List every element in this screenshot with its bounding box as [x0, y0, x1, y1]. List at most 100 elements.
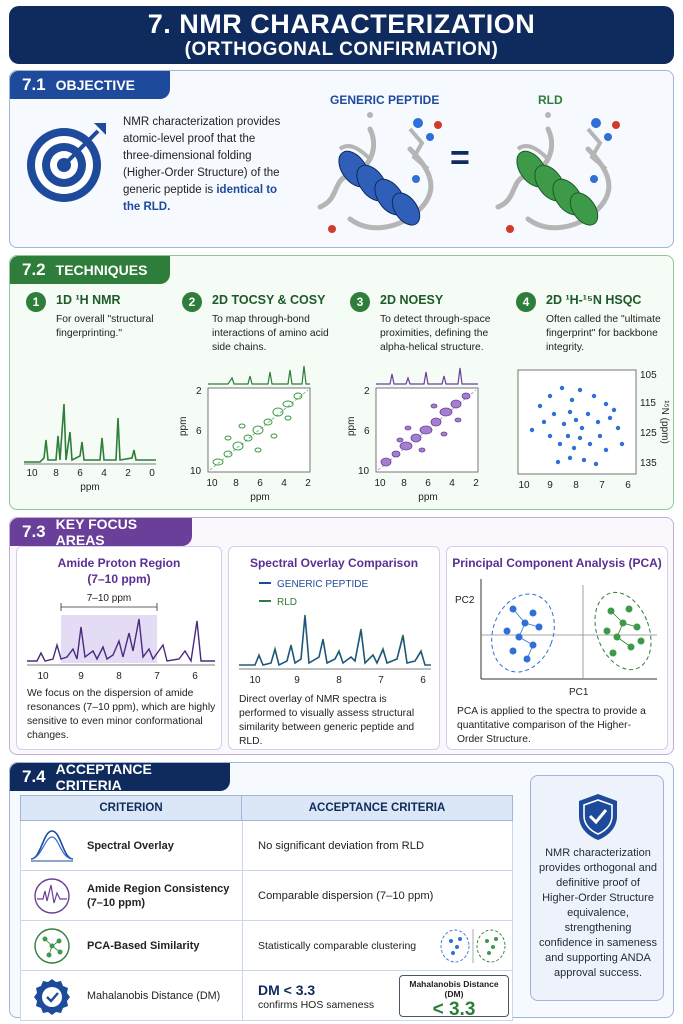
technique-title: 2D NOESY: [380, 293, 444, 307]
section-heading: TECHNIQUES: [55, 262, 148, 278]
criterion-label: PCA-Based Similarity: [87, 940, 200, 952]
card-description: Direct overlay of NMR spectra is perform…: [239, 694, 415, 747]
table-row: Mahalanobis Distance (DM) DM < 3.3 confi…: [20, 971, 513, 1021]
technique-desc: To map through-bond interactions of amin…: [212, 314, 329, 353]
overlay-spectrum: 10 9 8 7 6: [239, 614, 431, 686]
technique-number: 3: [350, 292, 370, 312]
tick-label: 4: [101, 468, 107, 479]
pca-x-label: PC1: [569, 687, 589, 698]
page-header: 7. NMR CHARACTERIZATION (ORTHOGONAL CONF…: [9, 6, 674, 64]
pca-plot: PC2 PC1: [455, 579, 657, 698]
technique-desc: Often called the "ultimate fingerprint" …: [546, 314, 661, 353]
tick-label: 10: [249, 675, 261, 686]
technique-number: 2: [182, 292, 202, 312]
objective-tag: 7.1 OBJECTIVE: [10, 71, 170, 99]
range-label: 7–10 ppm: [87, 593, 131, 604]
conclusion-text: NMR characterization provides orthogonal…: [538, 847, 658, 979]
criterion-label: Mahalanobis Distance (DM): [87, 990, 221, 1002]
axis-label: ¹⁵N (ppm): [659, 400, 670, 444]
section-number: 7.3: [22, 522, 46, 541]
tick-label: 8: [336, 675, 342, 686]
section-number: 7.4: [22, 767, 46, 786]
card-description: We focus on the dispersion of amide reso…: [27, 688, 216, 741]
tick-label: 8: [53, 468, 59, 479]
tick-label: 8: [573, 480, 579, 491]
axis-label: ppm: [80, 482, 99, 493]
techniques-section: 7.2 TECHNIQUES 1 1D ¹H NMR For overall "…: [9, 255, 674, 510]
tick-label: 6: [196, 426, 202, 437]
legend-generic: GENERIC PEPTIDE: [277, 579, 368, 590]
1d-h-nmr-spectrum: 10 8 6 4 2 0 ppm: [24, 403, 156, 493]
technique-title: 2D ¹H-¹⁵N HSQC: [546, 293, 642, 307]
axis-label: ppm: [250, 492, 269, 503]
bell-curve-icon: [30, 830, 74, 862]
dm-box-label: Mahalanobis Distance (DM): [409, 979, 499, 999]
tick-label: 7: [599, 480, 605, 491]
tick-label: 2: [196, 386, 202, 397]
legend-rld: RLD: [277, 597, 297, 608]
technique-title: 1D ¹H NMR: [56, 293, 121, 307]
tick-label: 10: [206, 478, 218, 489]
pca-card: Principal Component Analysis (PCA): [446, 546, 668, 750]
focus-tag: 7.3 KEY FOCUS AREAS: [10, 516, 192, 548]
section-number: 7.2: [22, 260, 46, 279]
rld-structure: [495, 112, 620, 233]
section-heading: ACCEPTANCE CRITERIA: [55, 761, 152, 793]
axis-label: ppm: [418, 492, 437, 503]
spectrum-circle-icon: [34, 878, 70, 914]
tick-label: 2: [305, 478, 311, 489]
tick-label: 6: [364, 426, 370, 437]
technique-number: 4: [516, 292, 536, 312]
tick-label: 10: [358, 466, 370, 477]
tick-label: 0: [149, 468, 155, 479]
tick-label: 6: [77, 468, 83, 479]
pca-cluster-icon: [34, 928, 70, 964]
column-header-acceptance: ACCEPTANCE CRITERIA: [241, 795, 513, 821]
objective-highlight: identical to the RLD.: [123, 184, 278, 213]
objective-text: NMR characterization provides atomic-lev…: [123, 116, 281, 213]
tick-label: 115: [640, 398, 656, 409]
tick-label: 105: [640, 370, 657, 381]
tick-label: 4: [281, 478, 287, 489]
table-row: Spectral Overlay No significant deviatio…: [20, 821, 513, 871]
2d-hsqc-spectrum: 105 115 125 135 ¹⁵N (ppm) 10 9 8 7 6: [517, 369, 670, 491]
dm-note: confirms HOS sameness: [258, 998, 375, 1011]
tick-label: 9: [547, 480, 553, 491]
page-title: 7. NMR CHARACTERIZATION: [147, 9, 536, 39]
acceptance-value: Statistically comparable clustering: [258, 940, 417, 952]
tick-label: 7: [154, 671, 160, 682]
mini-pca-icon: [440, 929, 506, 963]
tick-label: 2: [473, 478, 479, 489]
amide-region-spectrum: 7–10 ppm 10 9 8 7 6: [27, 593, 215, 682]
tick-label: 9: [294, 675, 300, 686]
criterion-label: Spectral Overlay: [87, 840, 174, 852]
equals-sign: =: [450, 139, 470, 177]
tick-label: 135: [640, 458, 657, 469]
tick-label: 8: [116, 671, 122, 682]
pca-y-label: PC2: [455, 595, 475, 606]
acceptance-tag: 7.4 ACCEPTANCE CRITERIA: [10, 761, 230, 793]
tick-label: 7: [378, 675, 384, 686]
tick-label: 4: [449, 478, 455, 489]
rld-label: RLD: [538, 93, 563, 107]
axis-label: ppm: [346, 417, 357, 436]
spectral-overlay-card: Spectral Overlay Comparison GENERIC PEPT…: [228, 546, 440, 750]
dm-value-box: Mahalanobis Distance (DM) < 3.3: [399, 975, 509, 1020]
section-number: 7.1: [22, 75, 46, 94]
tick-label: 8: [233, 478, 239, 489]
tick-label: 9: [78, 671, 84, 682]
technique-desc: To detect through-space proximities, def…: [380, 314, 491, 353]
2d-tocsy-spectrum: 2 6 10 ppm 10 8 6 4 2 ppm: [178, 365, 311, 503]
tick-label: 6: [257, 478, 263, 489]
tick-label: 6: [420, 675, 426, 686]
techniques-tag: 7.2 TECHNIQUES: [10, 256, 170, 284]
technique-title: 2D TOCSY & COSY: [212, 293, 326, 307]
tick-label: 10: [374, 478, 386, 489]
page-subtitle: (ORTHOGONAL CONFIRMATION): [184, 39, 499, 60]
tick-label: 10: [518, 480, 530, 491]
card-title: Spectral Overlay Comparison: [249, 556, 419, 570]
acceptance-value: No significant deviation from RLD: [258, 840, 425, 852]
generic-peptide-label: GENERIC PEPTIDE: [330, 93, 440, 107]
focus-section: 7.3 KEY FOCUS AREAS Amide Proton Region …: [9, 516, 674, 755]
card-subtitle: (7–10 ppm): [87, 572, 151, 586]
